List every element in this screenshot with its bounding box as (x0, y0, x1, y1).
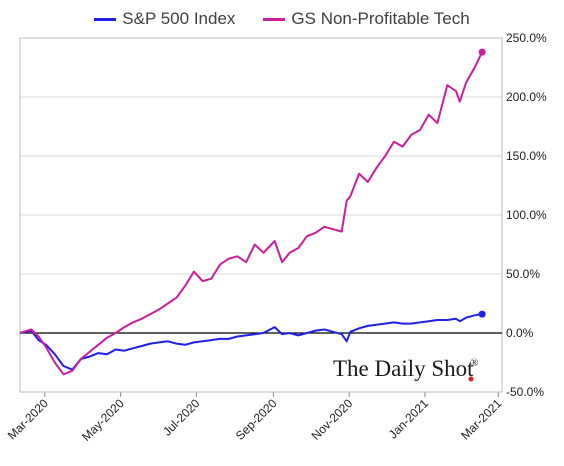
series-line-gs-tech (19, 51, 484, 376)
x-tick-label: Jul-2020 (160, 396, 203, 439)
watermark-dot (468, 376, 474, 382)
legend: S&P 500 Index GS Non-Profitable Tech (0, 7, 564, 31)
y-tick-label: 250.0% (506, 31, 547, 45)
series-group (19, 48, 486, 376)
legend-label-gs-tech: GS Non-Profitable Tech (291, 9, 470, 28)
legend-swatch-gs-tech (263, 17, 286, 21)
y-tick-label: 100.0% (506, 208, 547, 222)
series-end-marker-sp500 (478, 310, 486, 318)
legend-item-gs-tech[interactable]: GS Non-Profitable Tech (263, 7, 470, 31)
x-tick-label: May-2020 (79, 396, 127, 444)
grid (20, 37, 502, 275)
x-axis-labels: Mar-2020 May-2020 Jul-2020 Sep-2020 Nov-2020… (5, 396, 505, 444)
axes (19, 37, 503, 397)
y-tick-label: 50.0% (506, 267, 540, 281)
x-tick-label: Nov-2020 (309, 396, 356, 443)
series-line-sp500 (19, 313, 483, 371)
y-tick-label: 150.0% (506, 149, 547, 163)
x-tick-label: Jan-2021 (386, 396, 432, 442)
watermark-registered-mark: ® (470, 357, 478, 369)
x-tick-label: Mar-2021 (458, 396, 504, 442)
y-tick-label: 0.0% (506, 326, 534, 340)
x-tick-label: Sep-2020 (233, 396, 280, 443)
legend-label-sp500: S&P 500 Index (122, 9, 236, 28)
y-tick-label: -50.0% (506, 385, 544, 399)
x-tick-label: Mar-2020 (5, 396, 51, 442)
y-axis-labels: -50.0% 0.0% 50.0% 100.0% 150.0% 200.0% 250.0% (506, 31, 547, 399)
series-end-marker-gs-tech (478, 48, 486, 56)
watermark: The Daily Shot ® (333, 356, 478, 382)
watermark-text: The Daily Shot (333, 356, 474, 381)
y-tick-label: 200.0% (506, 90, 547, 104)
legend-item-sp500[interactable]: S&P 500 Index (94, 7, 235, 31)
plot-border (19, 37, 503, 393)
legend-swatch-sp500 (94, 17, 117, 21)
